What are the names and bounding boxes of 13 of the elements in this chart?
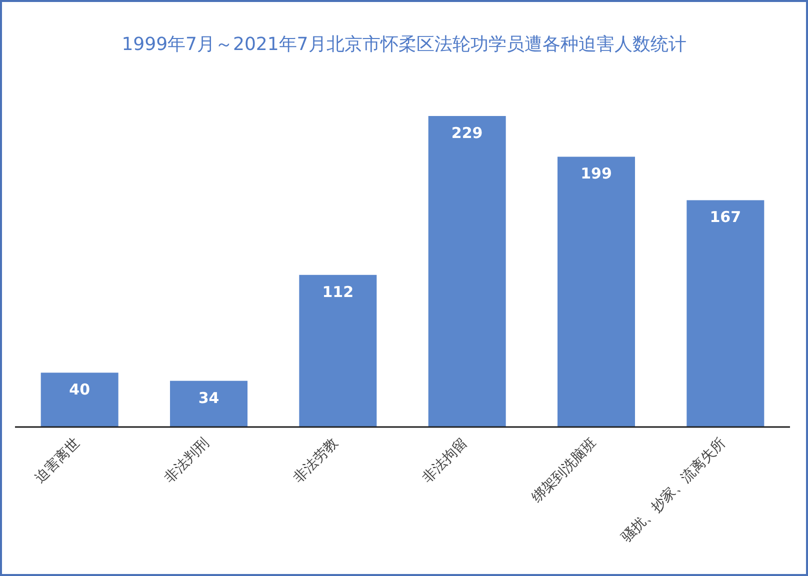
x-tick-label: 迫害离世	[32, 435, 84, 486]
x-tick-label: 非法劳教	[290, 435, 342, 486]
data-label: 34	[198, 388, 220, 407]
x-tick-label: 骚扰、抄家、流离失所	[618, 435, 729, 546]
data-label: 199	[580, 164, 612, 183]
data-label: 40	[69, 380, 90, 399]
title: 1999年7月～2021年7月北京市怀柔区法轮功学员遭各种迫害人数统计	[122, 34, 686, 55]
x-tick-label: 绑架到洗脑班	[529, 435, 600, 506]
data-label: 112	[322, 282, 354, 301]
x-tick-label: 非法拘留	[420, 435, 471, 486]
data-label: 229	[451, 124, 483, 142]
x-tick-label: 非法判刑	[161, 435, 212, 486]
data-label: 167	[710, 208, 742, 226]
